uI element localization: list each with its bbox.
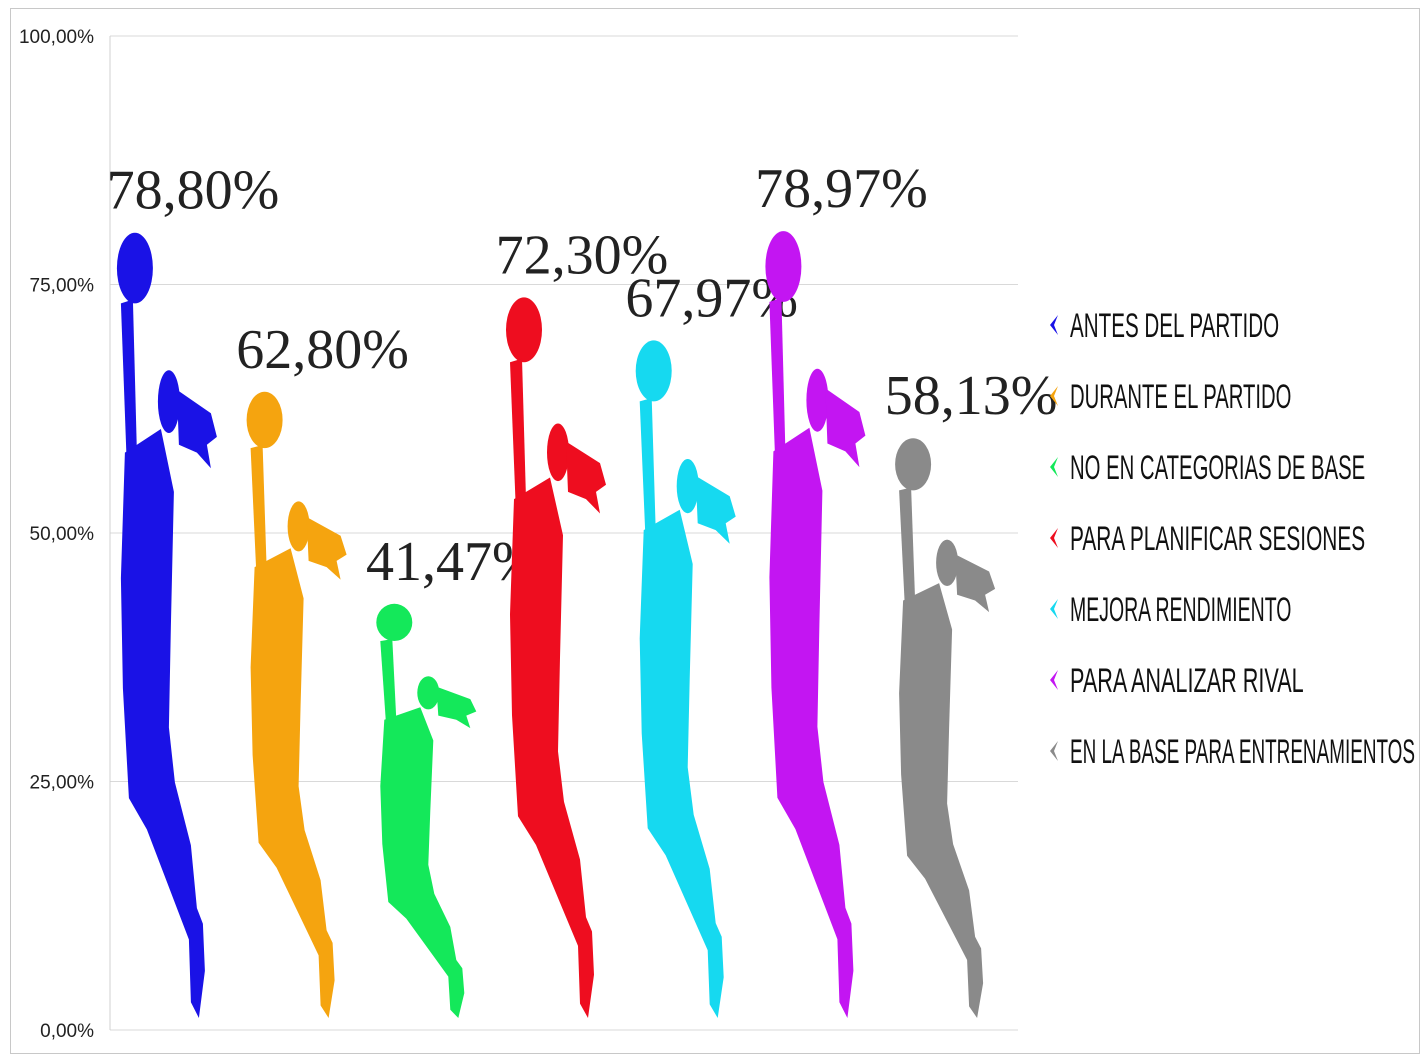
y-tick-label: 0,00% bbox=[40, 1021, 94, 1042]
head-mark bbox=[157, 370, 180, 433]
body-mark bbox=[639, 509, 724, 1018]
data-label: 78,80% bbox=[107, 160, 280, 222]
legend-marker-icon bbox=[1050, 315, 1058, 335]
hair-mark bbox=[695, 475, 736, 544]
arms-mark bbox=[899, 487, 916, 613]
data-label: 78,97% bbox=[755, 158, 928, 220]
ball-mark bbox=[506, 297, 542, 363]
legend-entry: PARA ANALIZAR RIVAL bbox=[1070, 662, 1304, 700]
head-mark bbox=[806, 368, 829, 432]
player-bar bbox=[895, 438, 996, 1018]
arms-mark bbox=[639, 398, 656, 544]
y-tick-label: 50,00% bbox=[30, 524, 95, 545]
player-bar bbox=[116, 232, 217, 1018]
player-bar bbox=[376, 603, 477, 1018]
head-mark bbox=[287, 501, 310, 552]
data-label: 62,80% bbox=[236, 319, 409, 381]
ball-mark bbox=[895, 438, 932, 491]
legend-marker-icon bbox=[1050, 528, 1058, 548]
body-mark bbox=[510, 477, 594, 1018]
legend-entry: PARA PLANIFICAR SESIONES bbox=[1070, 520, 1365, 558]
legend-entry: ANTES DEL PARTIDO bbox=[1070, 307, 1279, 345]
legend-entry: DURANTE EL PARTIDO bbox=[1070, 378, 1291, 416]
body-mark bbox=[769, 427, 854, 1018]
legend-entry: MEJORA RENDIMIENTO bbox=[1070, 591, 1291, 629]
hair-mark bbox=[566, 441, 606, 514]
legend-entry: EN LA BASE PARA ENTRENAMIENTOS bbox=[1070, 733, 1415, 771]
y-tick-label: 75,00% bbox=[30, 276, 95, 297]
hair-mark bbox=[955, 554, 996, 613]
hair-mark bbox=[176, 389, 217, 469]
legend-marker-icon bbox=[1050, 386, 1058, 406]
ball-mark bbox=[376, 603, 413, 642]
arms-mark bbox=[769, 297, 786, 468]
arms-mark bbox=[380, 639, 397, 729]
body-mark bbox=[899, 583, 984, 1018]
hair-mark bbox=[825, 388, 866, 468]
ball-mark bbox=[765, 231, 802, 302]
legend-marker-icon bbox=[1050, 457, 1058, 477]
body-mark bbox=[120, 429, 205, 1018]
data-label: 58,13% bbox=[885, 365, 1058, 427]
player-bar bbox=[246, 391, 347, 1018]
body-mark bbox=[380, 707, 465, 1018]
head-mark bbox=[936, 539, 959, 586]
y-tick-label: 25,00% bbox=[30, 773, 95, 794]
player-bar bbox=[765, 231, 866, 1018]
chart-frame bbox=[10, 8, 1420, 1054]
player-bar bbox=[506, 297, 606, 1018]
head-mark bbox=[676, 459, 699, 514]
arms-mark bbox=[120, 299, 137, 469]
hair-mark bbox=[436, 686, 477, 729]
arms-mark bbox=[250, 445, 267, 580]
ball-mark bbox=[116, 232, 153, 304]
data-label: 41,47% bbox=[366, 531, 539, 593]
hair-mark bbox=[306, 517, 347, 580]
data-label: 72,30% bbox=[496, 224, 669, 286]
y-tick-label: 100,00% bbox=[19, 27, 94, 48]
head-mark bbox=[417, 676, 440, 710]
legend-marker-icon bbox=[1050, 599, 1058, 619]
ball-mark bbox=[635, 340, 672, 402]
arms-mark bbox=[510, 358, 526, 514]
legend-marker-icon bbox=[1050, 670, 1058, 690]
body-mark bbox=[250, 548, 335, 1018]
ball-mark bbox=[246, 391, 283, 449]
head-mark bbox=[547, 423, 569, 482]
legend-entry: NO EN CATEGORIAS DE BASE bbox=[1070, 449, 1365, 487]
legend-marker-icon bbox=[1050, 741, 1058, 761]
player-bar bbox=[635, 340, 736, 1018]
